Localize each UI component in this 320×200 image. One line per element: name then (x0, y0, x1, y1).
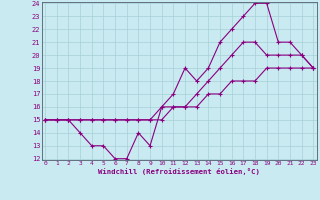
X-axis label: Windchill (Refroidissement éolien,°C): Windchill (Refroidissement éolien,°C) (98, 168, 260, 175)
